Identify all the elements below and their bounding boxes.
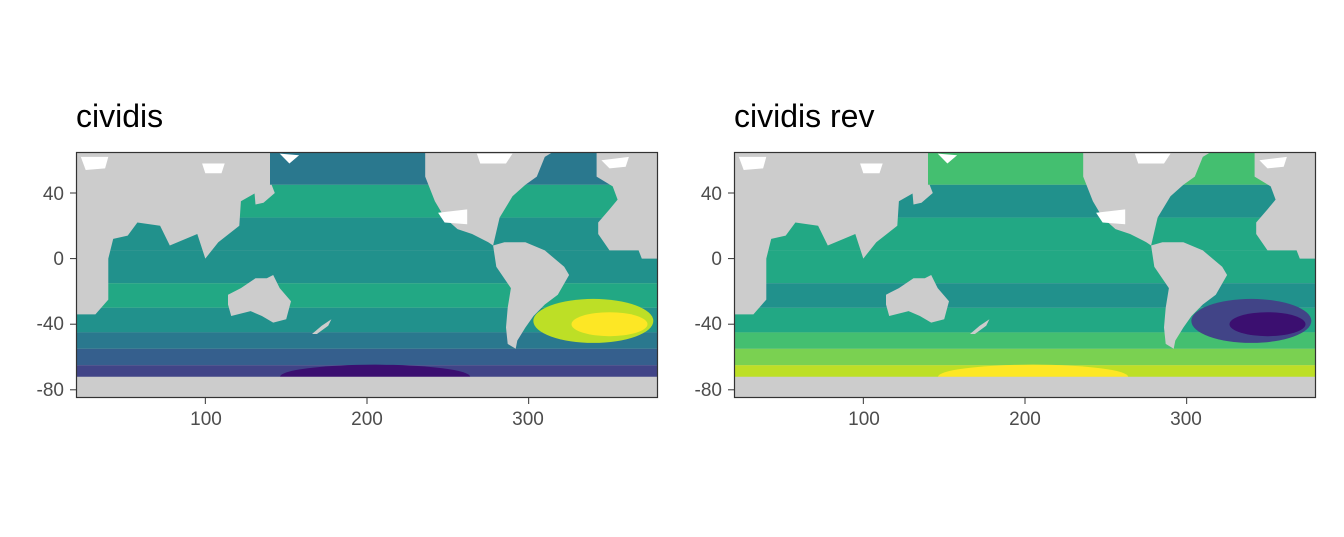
sea-ice-patch	[476, 153, 513, 164]
panel-title-right: cividis rev	[734, 98, 875, 134]
sea-ice-patch	[1134, 153, 1171, 164]
sea-ice-patch	[438, 209, 468, 225]
y-tick-label: 0	[711, 249, 722, 270]
land-mass	[734, 376, 1316, 398]
panel-frame	[75, 151, 659, 399]
y-tick-label: -40	[36, 314, 64, 335]
ocean-band	[734, 348, 1316, 366]
sea-ice-patch	[601, 156, 629, 169]
y-tick-label: -80	[694, 380, 722, 401]
land-mass	[734, 152, 928, 315]
south-atlantic-core	[1229, 312, 1306, 337]
land-mass	[886, 275, 949, 323]
sea-ice-patch	[80, 156, 109, 170]
sea-ice-patch	[1096, 209, 1126, 225]
y-tick-label: -80	[36, 380, 64, 401]
x-tick-label: 300	[512, 409, 544, 430]
y-tick-label: 0	[53, 249, 64, 270]
ocean-band	[76, 348, 658, 366]
panel-title-left: cividis	[76, 98, 164, 134]
sea-ice-patch	[937, 153, 958, 164]
y-tick-label: -40	[694, 314, 722, 335]
x-tick-label: 200	[1009, 409, 1041, 430]
land-mass	[1151, 242, 1228, 349]
sea-ice-patch	[279, 153, 300, 164]
land-mass	[970, 319, 990, 334]
land-mass	[596, 152, 658, 259]
land-mass	[228, 275, 291, 323]
sea-ice-patch	[1259, 156, 1287, 169]
south-atlantic-core	[571, 312, 648, 337]
sea-ice-patch	[860, 163, 883, 174]
sea-ice-patch	[738, 156, 767, 170]
ocean-band	[734, 250, 1316, 284]
x-tick-label: 300	[1170, 409, 1202, 430]
land-mass	[76, 376, 658, 398]
sea-ice-patch	[202, 163, 225, 174]
land-mass	[253, 184, 275, 205]
x-tick-label: 200	[351, 409, 383, 430]
x-tick-label: 100	[848, 409, 880, 430]
land-mass	[312, 319, 332, 334]
x-tick-label: 100	[190, 409, 222, 430]
land-mass	[493, 242, 570, 349]
map-left	[70, 151, 659, 404]
ocean-band	[76, 250, 658, 284]
land-mass	[1254, 152, 1316, 259]
y-tick-label: 40	[42, 184, 64, 205]
map-right	[728, 151, 1317, 404]
land-mass	[76, 152, 270, 315]
panel-frame	[733, 151, 1317, 399]
land-mass	[911, 184, 933, 205]
y-tick-label: 40	[700, 184, 722, 205]
